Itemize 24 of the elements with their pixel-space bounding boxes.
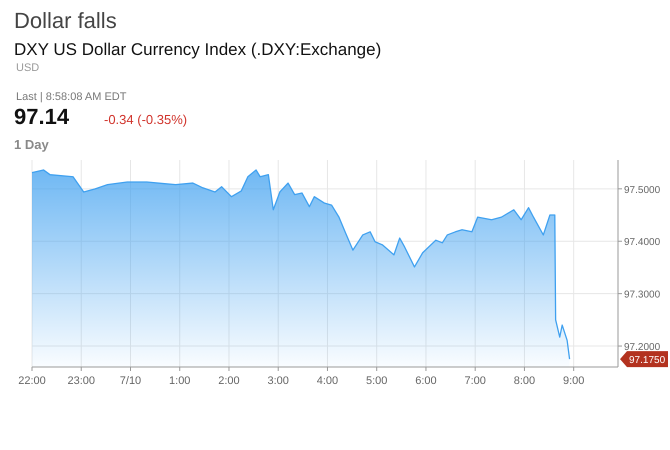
x-tick-label: 22:00	[18, 375, 46, 387]
text: 97.14	[14, 104, 70, 129]
chart-title: Dollar falls	[14, 8, 117, 33]
y-tick-label: 97.5000	[624, 184, 661, 196]
text: Last | 8:58:08 AM EDT	[16, 91, 127, 103]
x-tick-label: 23:00	[67, 375, 96, 387]
text: 97.1750	[629, 355, 666, 366]
x-tick-label: 1:00	[169, 375, 190, 387]
x-tick-label: 8:00	[514, 375, 536, 387]
y-tick-label: 97.2000	[624, 342, 661, 354]
chart-subtitle: DXY US Dollar Currency Index (.DXY:Exchange)	[14, 40, 382, 59]
x-tick-label: 5:00	[366, 375, 388, 387]
x-tick-label: 4:00	[316, 375, 338, 387]
y-tick-label: 97.3000	[624, 290, 661, 301]
x-tick-label: 9:00	[562, 375, 584, 387]
y-tick-label: 97.4000	[624, 237, 661, 248]
x-tick-label: 6:00	[415, 375, 437, 387]
text: 1 Day	[14, 137, 50, 152]
x-tick-label: 7:00	[464, 375, 486, 387]
text: USD	[16, 62, 40, 74]
text: -0.34 (-0.35%)	[104, 112, 188, 127]
x-tick-label: 3:00	[268, 375, 289, 387]
x-tick-label: 7/10	[120, 375, 142, 387]
x-tick-label: 2:00	[218, 375, 240, 387]
